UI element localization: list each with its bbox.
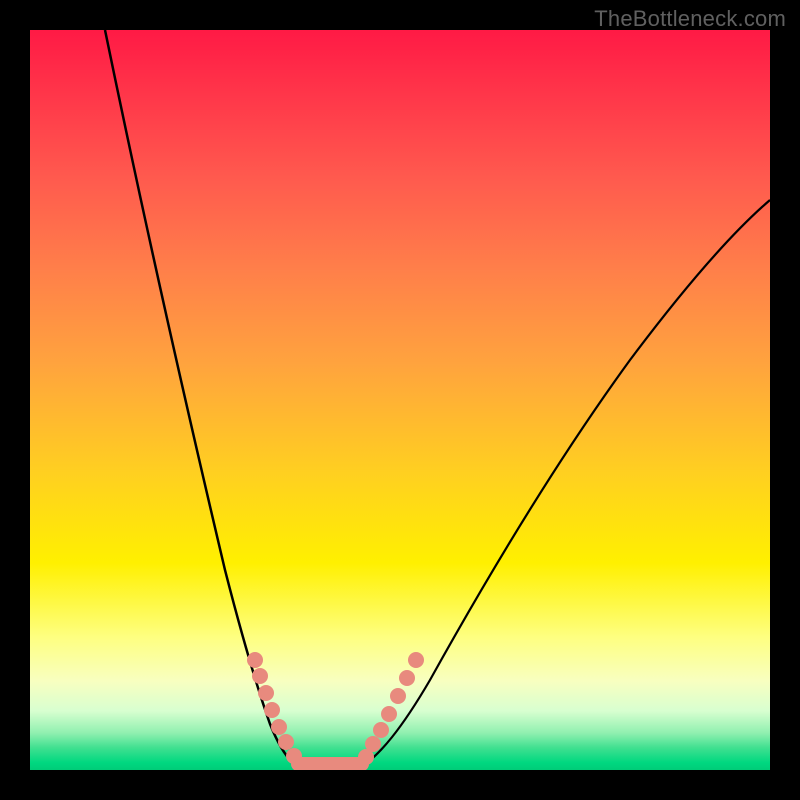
- valley-dot: [264, 702, 280, 718]
- bottleneck-curve-left: [105, 30, 300, 768]
- valley-dot: [399, 670, 415, 686]
- plot-area: [30, 30, 770, 770]
- valley-dot: [252, 668, 268, 684]
- valley-dot: [278, 734, 294, 750]
- valley-dots-right: [358, 652, 424, 765]
- valley-dot: [247, 652, 263, 668]
- watermark-text: TheBottleneck.com: [594, 6, 786, 32]
- bottleneck-curve-right: [360, 200, 770, 768]
- curve-svg: [30, 30, 770, 770]
- valley-dot: [271, 719, 287, 735]
- valley-dot: [381, 706, 397, 722]
- valley-dot: [390, 688, 406, 704]
- chart-frame: TheBottleneck.com: [0, 0, 800, 800]
- valley-dot: [286, 748, 302, 764]
- valley-dot: [373, 722, 389, 738]
- valley-dots-left: [247, 652, 302, 764]
- valley-dot: [258, 685, 274, 701]
- valley-dot: [365, 736, 381, 752]
- valley-dot: [408, 652, 424, 668]
